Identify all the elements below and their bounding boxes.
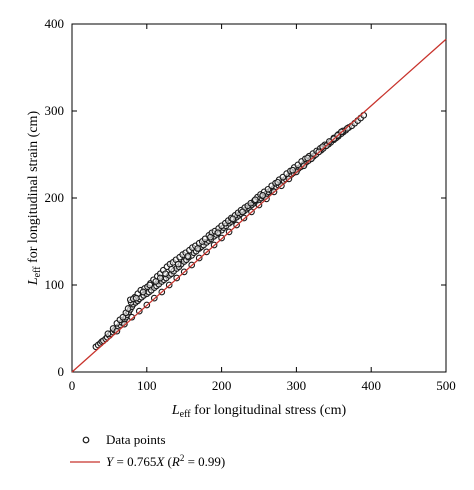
data-point: [184, 252, 192, 260]
x-tick-label: 0: [69, 378, 76, 393]
x-tick-label: 500: [436, 378, 456, 393]
legend-marker-data-points: [82, 436, 90, 444]
legend: Data points Y = 0.765X (R2 = 0.99): [70, 432, 225, 469]
data-point: [194, 245, 202, 252]
data-point: [152, 278, 160, 285]
x-tick-label: 100: [137, 378, 157, 393]
axis-ticks: 0 100 200 300 400 500 0 100 200 300 400: [45, 16, 456, 393]
y-axis-label: Leff for longitudinal strain (cm): [26, 111, 43, 287]
data-point: [132, 294, 140, 302]
data-point: [124, 305, 132, 312]
y-tick-label: 100: [45, 277, 65, 292]
y-tick-label: 0: [58, 364, 65, 379]
data-point: [162, 270, 169, 278]
data-point: [121, 320, 128, 328]
legend-label-data-points: Data points: [106, 432, 166, 447]
data-point: [119, 313, 127, 321]
legend-label-fit-line: Y = 0.765X (R2 = 0.99): [106, 453, 225, 469]
data-point: [239, 208, 246, 216]
data-point: [146, 281, 154, 289]
data-point: [304, 154, 311, 162]
data-point: [229, 215, 237, 223]
x-axis-label: Leff for longitudinal stress (cm): [171, 403, 347, 420]
x-tick-label: 200: [212, 378, 232, 393]
data-point: [128, 313, 136, 321]
y-tick-label: 200: [45, 190, 65, 205]
y-tick-label: 400: [45, 16, 65, 31]
data-point: [104, 330, 112, 338]
data-point: [207, 233, 214, 241]
data-point: [259, 192, 267, 199]
data-point: [289, 166, 297, 174]
x-tick-label: 400: [361, 378, 381, 393]
x-tick-label: 300: [287, 378, 307, 393]
fit-line-group: [71, 38, 447, 373]
data-point: [174, 260, 182, 268]
data-point: [214, 229, 222, 237]
data-points: [92, 111, 368, 351]
data-point: [343, 125, 351, 132]
data-point: [251, 196, 259, 204]
data-point: [139, 288, 147, 296]
data-point: [156, 274, 164, 282]
data-point: [274, 178, 282, 186]
data-point: [168, 265, 175, 273]
fit-line: [71, 38, 447, 373]
y-tick-label: 300: [45, 103, 65, 118]
